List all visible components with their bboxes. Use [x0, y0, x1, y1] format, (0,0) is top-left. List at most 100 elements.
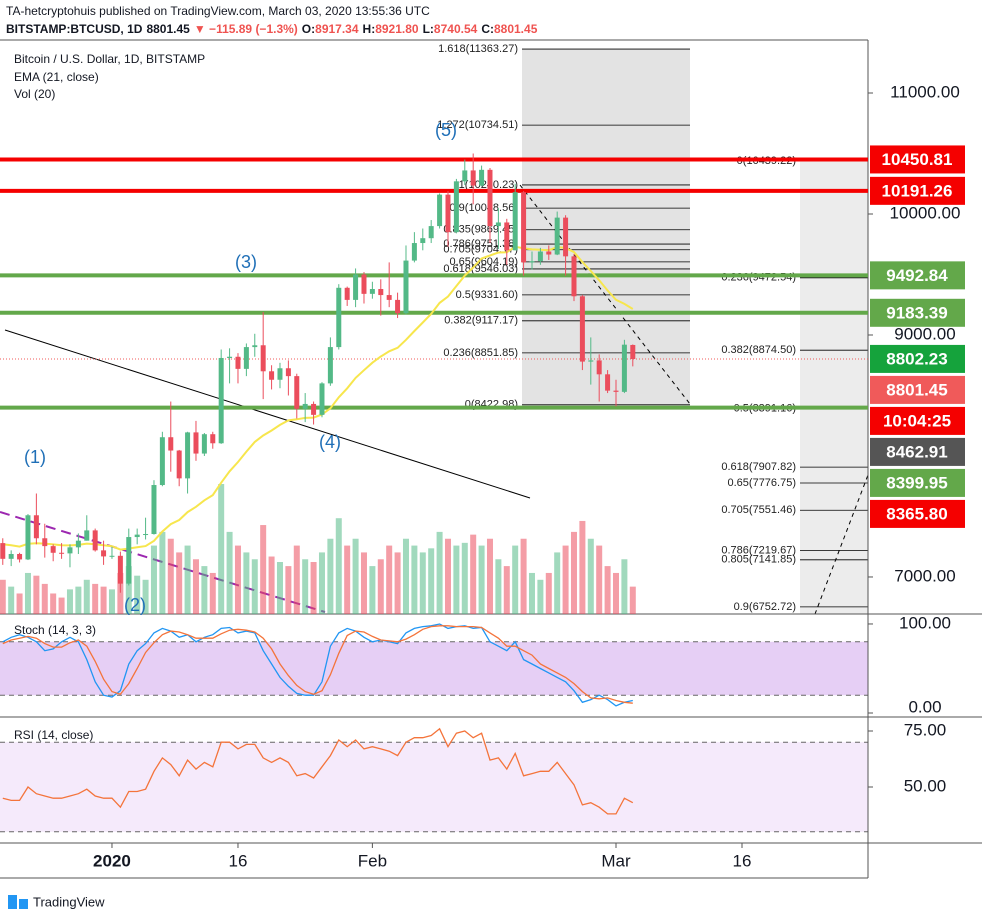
volume-legend: Vol (20)	[14, 87, 55, 101]
price-label: 10191.26	[882, 181, 953, 200]
candle-body	[479, 169, 485, 186]
rsi-legend: RSI (14, close)	[14, 728, 93, 742]
volume-bar	[218, 484, 225, 614]
band	[0, 641, 868, 696]
volume-bar	[226, 531, 233, 614]
volume-bar	[537, 579, 544, 614]
fib-label: 0.805(7141.85)	[721, 554, 796, 566]
band	[0, 742, 868, 832]
candle-body	[285, 368, 291, 377]
candle-body	[579, 296, 585, 362]
volume-bar	[629, 586, 636, 614]
wave-label: (5)	[435, 120, 457, 140]
x-tick-label: 16	[229, 851, 248, 870]
price-label-box	[870, 468, 965, 497]
fib-label: 0.65(9604.19)	[450, 256, 519, 268]
volume-bar	[360, 552, 367, 614]
volume-bar	[377, 559, 384, 614]
quote-segment: 8917.34	[315, 22, 359, 36]
candle-body	[294, 376, 300, 409]
candle-body	[571, 256, 577, 297]
y-tick-label: 0.00	[908, 697, 941, 716]
quote-segment: 8801.45	[494, 22, 538, 36]
fib-label: 1.618(11363.27)	[438, 43, 518, 55]
price-label-box	[870, 145, 965, 174]
volume-bar	[150, 545, 157, 614]
volume-bar	[369, 566, 376, 614]
candle-body	[134, 534, 140, 538]
volume-bar	[327, 538, 334, 614]
volume-bar	[554, 552, 561, 614]
indicator-line	[2, 727, 634, 815]
volume-bar	[0, 579, 6, 614]
y-tick-label: 50.00	[904, 776, 947, 795]
quote-segment: 8801.45	[146, 22, 190, 36]
publisher: TA-hetcryptohuis published on TradingVie…	[6, 4, 430, 18]
volume-bar	[167, 538, 174, 614]
volume-bar	[100, 586, 107, 614]
volume-bar	[596, 545, 603, 614]
fib-label: 0.705(7551.46)	[721, 504, 796, 516]
quote-segment: 8740.54	[434, 22, 478, 36]
price-label: 8365.80	[886, 504, 947, 523]
y-tick-label: 9000.00	[894, 324, 955, 343]
price-label: 8462.91	[886, 442, 947, 461]
wave-label: (3)	[235, 252, 257, 272]
candle-body	[369, 289, 375, 294]
volume-bar	[528, 572, 535, 614]
candle-body	[117, 555, 123, 584]
volume-bar	[192, 559, 199, 614]
candle-body	[277, 368, 283, 380]
candle-body	[143, 534, 149, 536]
y-tick-label: 10000.00	[890, 203, 961, 222]
y-tick-label: 75.00	[904, 720, 947, 739]
candle-body	[25, 515, 31, 560]
candle-body	[521, 192, 527, 263]
countdown: 10:04:25	[883, 411, 951, 430]
x-tick-label: 2020	[93, 851, 131, 870]
volume-bar	[318, 552, 325, 614]
volume-bar	[512, 545, 519, 614]
candle-body	[495, 222, 501, 227]
wave-label: (2)	[124, 595, 146, 615]
candle-body	[33, 515, 39, 539]
volume-bar	[8, 586, 15, 614]
candle-body	[84, 530, 90, 541]
volume-bar	[251, 559, 258, 614]
candle-body	[50, 546, 56, 553]
volume-bar	[285, 566, 292, 614]
volume-bar	[159, 531, 166, 614]
candle-body	[243, 347, 249, 369]
candle-body	[210, 434, 216, 444]
candle-body	[470, 170, 476, 186]
volume-bar	[184, 545, 191, 614]
quote-segment: L:	[423, 22, 434, 36]
candle-body	[92, 530, 98, 551]
volume-bar	[92, 583, 99, 614]
volume-bar	[134, 575, 141, 614]
wave-label: (1)	[24, 447, 46, 467]
volume-bar	[520, 538, 527, 614]
price-label-box	[870, 375, 965, 404]
quote-line: BITSTAMP:BTCUSD, 1D 8801.45 ▼ −115.89 (−1.…	[6, 22, 538, 36]
fib-label: 0.5(9331.60)	[456, 289, 518, 301]
quote-segment: 8921.80	[375, 22, 419, 36]
candle-body	[605, 374, 611, 391]
candle-body	[621, 344, 627, 392]
candle-body	[386, 295, 392, 300]
volume-bar	[335, 518, 342, 614]
price-label: 9183.39	[886, 303, 947, 322]
candle-body	[101, 550, 107, 557]
candle-body	[302, 403, 308, 409]
candle-body	[453, 181, 459, 233]
fib-zone	[800, 160, 868, 614]
volume-bar	[411, 545, 418, 614]
volume-bar	[436, 531, 443, 614]
candle-body	[353, 274, 359, 300]
candle-body	[42, 538, 48, 547]
wave-label: (4)	[319, 432, 341, 452]
candle-body	[336, 287, 342, 348]
x-tick-label: Mar	[601, 851, 631, 870]
candle-body	[109, 555, 115, 557]
price-label-box	[870, 437, 965, 466]
